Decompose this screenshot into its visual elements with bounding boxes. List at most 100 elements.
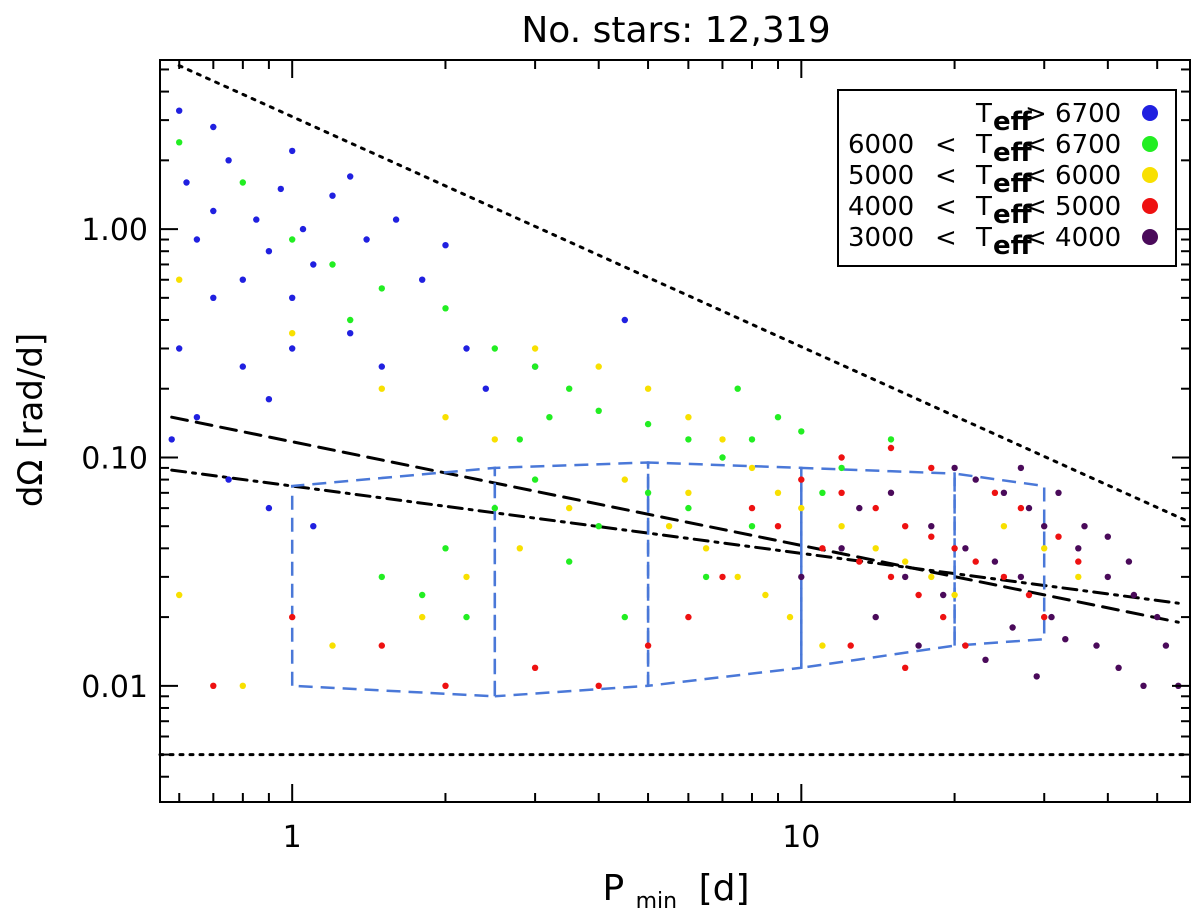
data-point	[491, 345, 498, 352]
x-tick-label: 1	[283, 820, 302, 855]
data-point	[566, 385, 573, 392]
data-point	[856, 504, 863, 512]
data-point	[463, 573, 470, 581]
x-ticks: 1 10	[178, 60, 1159, 855]
data-point	[378, 642, 385, 649]
y-ticks: 0.01 0.10 1.00	[81, 68, 1190, 778]
data-point	[902, 523, 909, 530]
legend-operator: <	[935, 192, 957, 222]
x-axis-label: P min [d]	[602, 868, 749, 915]
legend-symbol: T	[975, 192, 992, 222]
data-point	[665, 523, 673, 530]
data-point	[838, 454, 845, 461]
data-point	[1140, 682, 1147, 689]
legend-subscript: eff	[993, 138, 1033, 168]
data-point	[838, 489, 845, 496]
data-point	[1055, 489, 1062, 496]
data-point	[748, 464, 756, 472]
data-point	[531, 664, 539, 671]
data-point	[1041, 523, 1048, 530]
data-point	[595, 363, 602, 370]
data-point	[289, 294, 296, 301]
data-point	[1154, 613, 1161, 621]
data-point	[419, 613, 426, 621]
legend-subscript: eff	[993, 231, 1033, 261]
data-point	[798, 504, 805, 512]
data-point	[621, 476, 628, 483]
data-point	[1025, 591, 1033, 599]
data-point	[225, 157, 232, 164]
data-point	[566, 504, 573, 512]
legend-upper-bound: < 4000	[1025, 223, 1121, 253]
data-point	[887, 436, 895, 443]
legend-upper-bound: > 6700	[1025, 99, 1121, 129]
data-point	[1075, 545, 1082, 552]
bin-box	[646, 461, 803, 688]
data-point	[419, 276, 426, 283]
bin-box	[800, 466, 956, 670]
data-point	[310, 261, 317, 268]
data-point	[702, 545, 710, 552]
legend-symbol: T	[975, 223, 992, 253]
data-point	[1000, 489, 1008, 496]
x-axis-label-subscript: min	[636, 889, 678, 914]
data-point	[1075, 573, 1082, 581]
data-point	[289, 330, 296, 337]
legend-upper-bound: < 5000	[1025, 192, 1121, 222]
data-point	[442, 305, 449, 312]
data-point	[856, 558, 863, 565]
legend-marker	[1142, 167, 1158, 183]
data-point	[786, 613, 794, 621]
data-point	[748, 523, 756, 530]
bin-boxes	[290, 461, 1046, 698]
data-point	[289, 147, 296, 155]
data-point	[1000, 573, 1008, 581]
data-point	[819, 489, 826, 496]
data-point	[951, 545, 958, 552]
legend-subscript: eff	[993, 169, 1033, 199]
data-point	[734, 385, 741, 392]
legend-marker	[1142, 105, 1158, 121]
data-point	[1081, 523, 1088, 530]
data-point	[176, 591, 183, 599]
data-point	[491, 436, 498, 443]
data-point	[685, 613, 692, 621]
data-point	[378, 385, 385, 392]
chart-title: No. stars: 12,319	[521, 10, 830, 51]
data-point	[329, 261, 336, 268]
data-point	[872, 613, 879, 621]
data-point	[546, 414, 553, 421]
data-point	[838, 545, 845, 552]
data-point	[719, 454, 726, 461]
y-tick-label: 0.10	[81, 441, 148, 476]
data-point	[685, 414, 692, 421]
data-point	[347, 316, 354, 324]
data-point	[566, 558, 573, 565]
data-point	[719, 436, 726, 443]
data-point	[168, 436, 175, 443]
x-axis-label-unit: [d]	[699, 868, 750, 909]
bin-box	[290, 466, 497, 698]
data-point	[915, 642, 922, 649]
data-point	[1041, 613, 1048, 621]
data-point	[595, 523, 602, 530]
data-point	[210, 682, 217, 689]
data-point	[378, 285, 385, 292]
data-point	[176, 107, 183, 114]
data-point	[516, 545, 523, 552]
data-point	[531, 476, 539, 483]
data-point	[928, 533, 935, 540]
data-point	[872, 545, 879, 552]
data-point	[644, 420, 652, 428]
data-point	[928, 464, 935, 472]
data-point	[748, 436, 756, 443]
data-point	[491, 504, 498, 512]
data-point	[442, 414, 449, 421]
data-point	[972, 476, 979, 483]
legend-subscript: eff	[993, 107, 1033, 137]
data-point	[1104, 533, 1112, 540]
x-tick-label: 10	[782, 820, 820, 855]
